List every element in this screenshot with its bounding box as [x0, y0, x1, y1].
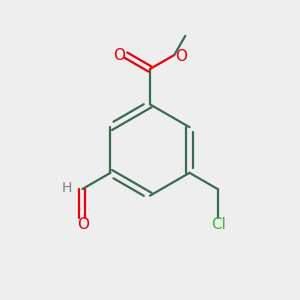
Text: Cl: Cl	[211, 218, 226, 232]
Text: O: O	[113, 47, 125, 62]
Text: O: O	[77, 218, 89, 232]
Text: O: O	[175, 49, 187, 64]
Text: H: H	[62, 181, 72, 195]
